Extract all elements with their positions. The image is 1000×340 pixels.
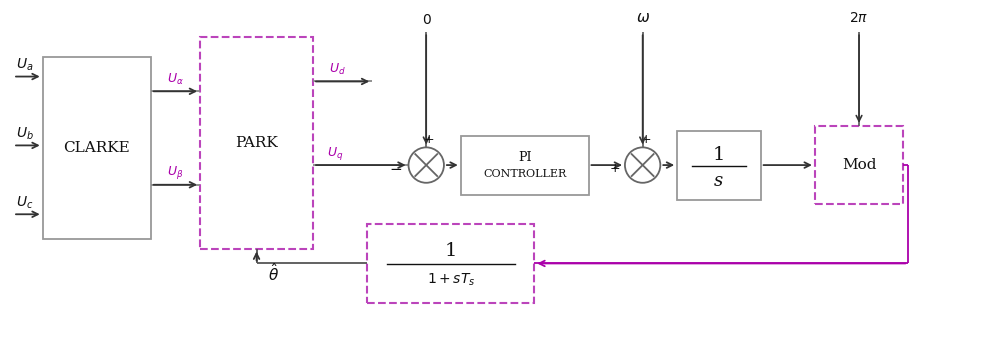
- Bar: [367, 224, 534, 303]
- Bar: [461, 136, 589, 194]
- Text: $U_\beta$: $U_\beta$: [167, 165, 184, 182]
- Bar: [677, 131, 761, 200]
- Text: $2\pi$: $2\pi$: [849, 11, 869, 24]
- Text: $U_q$: $U_q$: [327, 145, 343, 162]
- Bar: [43, 57, 151, 239]
- Text: $1+sT_s$: $1+sT_s$: [427, 272, 475, 288]
- Text: $U_d$: $U_d$: [329, 62, 346, 77]
- Bar: [815, 126, 903, 204]
- Text: $U_b$: $U_b$: [16, 125, 34, 142]
- Text: PARK: PARK: [235, 136, 278, 150]
- Text: PI: PI: [518, 151, 531, 164]
- Text: $U_a$: $U_a$: [16, 56, 34, 73]
- Text: $-$: $-$: [389, 159, 403, 174]
- Text: $\hat{\theta}$: $\hat{\theta}$: [268, 262, 279, 284]
- Text: 1: 1: [445, 242, 457, 260]
- Text: CONTROLLER: CONTROLLER: [483, 169, 566, 179]
- Text: $U_c$: $U_c$: [16, 194, 33, 211]
- Text: CLARKE: CLARKE: [63, 141, 130, 155]
- Text: s: s: [714, 172, 723, 190]
- Text: Mod: Mod: [842, 158, 876, 172]
- Text: +: +: [640, 133, 651, 146]
- Text: 0: 0: [422, 14, 431, 28]
- Text: $U_\alpha$: $U_\alpha$: [167, 72, 184, 87]
- Text: +: +: [609, 162, 620, 174]
- Text: 1: 1: [713, 146, 725, 164]
- Bar: [200, 37, 313, 249]
- Text: $\omega$: $\omega$: [636, 10, 650, 25]
- Text: +: +: [424, 133, 434, 146]
